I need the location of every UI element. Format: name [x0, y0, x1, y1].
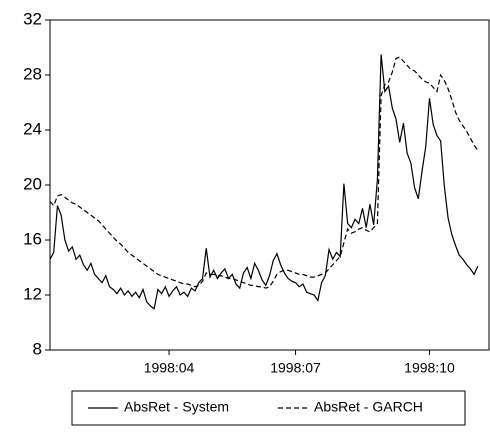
- y-tick-label: 20: [23, 174, 42, 193]
- x-tick-label: 1998:07: [270, 360, 321, 376]
- series-line: [49, 56, 479, 289]
- series-line: [49, 54, 479, 310]
- y-tick-label: 8: [33, 339, 42, 358]
- x-tick-label: 1998:10: [404, 360, 455, 376]
- legend-box: [71, 390, 466, 426]
- x-tick-label: 1998:04: [144, 360, 195, 376]
- y-tick-label: 24: [23, 119, 42, 138]
- y-tick-label: 28: [23, 64, 42, 83]
- y-tick-label: 12: [23, 284, 42, 303]
- plot-frame: [49, 19, 490, 351]
- y-tick-label: 32: [23, 9, 42, 28]
- legend-label: AbsRet - System: [124, 399, 229, 415]
- y-tick-label: 16: [23, 229, 42, 248]
- legend-label: AbsRet - GARCH: [314, 399, 423, 415]
